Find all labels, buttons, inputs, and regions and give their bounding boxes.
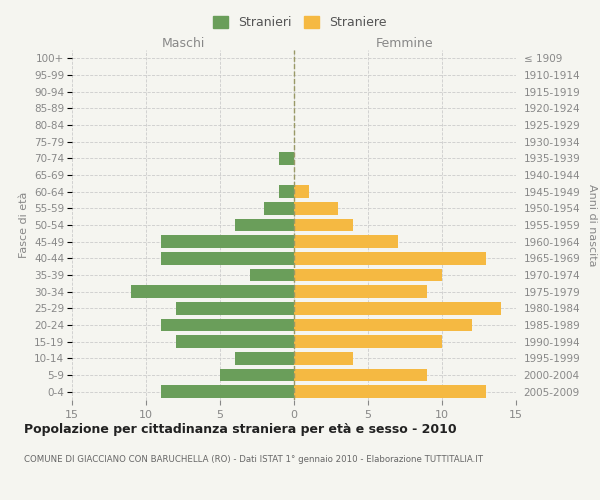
Text: Popolazione per cittadinanza straniera per età e sesso - 2010: Popolazione per cittadinanza straniera p… (24, 422, 457, 436)
Y-axis label: Anni di nascita: Anni di nascita (587, 184, 597, 266)
Bar (294, 302, 501, 314)
Bar (294, 336, 442, 348)
Bar (294, 386, 487, 398)
Bar (279, 152, 294, 164)
Bar (161, 319, 294, 331)
Bar (161, 236, 294, 248)
Bar (265, 202, 294, 214)
Bar (235, 219, 294, 231)
Bar (131, 286, 294, 298)
Bar (250, 269, 294, 281)
Bar (235, 352, 294, 364)
Y-axis label: Fasce di età: Fasce di età (19, 192, 29, 258)
Bar (294, 202, 338, 214)
Bar (220, 368, 294, 381)
Bar (294, 286, 427, 298)
Text: Femmine: Femmine (376, 37, 434, 50)
Bar (294, 236, 398, 248)
Bar (279, 186, 294, 198)
Text: COMUNE DI GIACCIANO CON BARUCHELLA (RO) - Dati ISTAT 1° gennaio 2010 - Elaborazi: COMUNE DI GIACCIANO CON BARUCHELLA (RO) … (24, 455, 483, 464)
Bar (294, 186, 309, 198)
Bar (294, 269, 442, 281)
Bar (161, 252, 294, 264)
Bar (176, 336, 294, 348)
Bar (294, 319, 472, 331)
Legend: Stranieri, Straniere: Stranieri, Straniere (208, 11, 392, 34)
Bar (294, 352, 353, 364)
Bar (161, 386, 294, 398)
Bar (294, 252, 487, 264)
Bar (176, 302, 294, 314)
Bar (294, 219, 353, 231)
Bar (294, 368, 427, 381)
Text: Maschi: Maschi (161, 37, 205, 50)
